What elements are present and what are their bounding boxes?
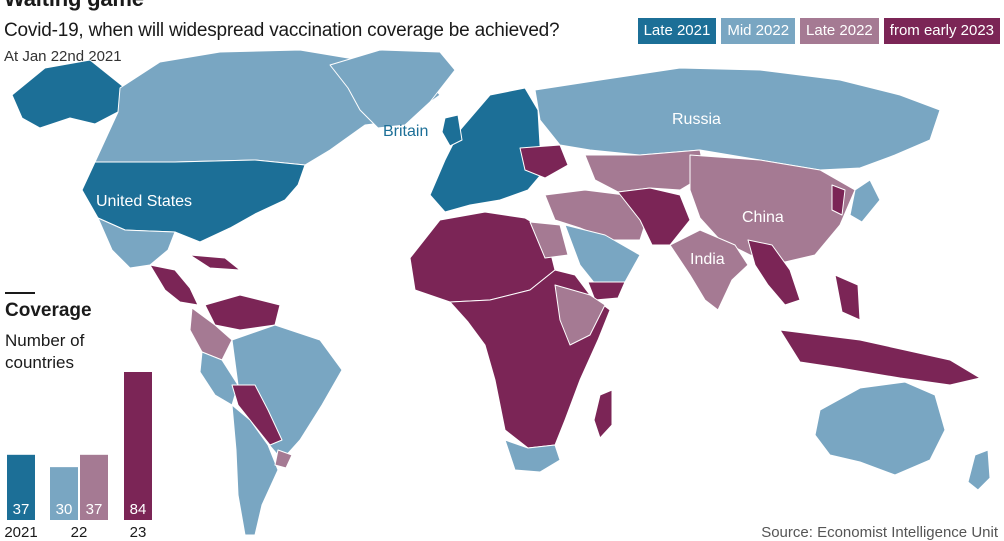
- region-caribbean: [189, 254, 241, 271]
- region-southern-cone: [231, 404, 279, 536]
- coverage-tick-0: 2021: [4, 524, 37, 540]
- region-central-america: [149, 264, 199, 306]
- map-label-britain: Britain: [383, 123, 428, 140]
- region-venezuela: [204, 294, 281, 331]
- coverage-bar-value-1: 30: [56, 501, 73, 518]
- region-egypt: [529, 221, 569, 259]
- region-philippines: [834, 274, 861, 321]
- region-india: [669, 229, 749, 311]
- coverage-bar-chart: 37 30 37 84 2021 22 23: [4, 372, 152, 540]
- region-new-zealand: [967, 449, 991, 491]
- chart-title: Waiting game: [4, 0, 144, 12]
- region-east-africa: [554, 284, 606, 346]
- coverage-bar-3: [124, 372, 152, 520]
- region-russia: [534, 67, 941, 171]
- coverage-tick-2: 23: [130, 524, 147, 540]
- coverage-bar-value-2: 37: [86, 501, 103, 518]
- region-middle-east-north: [544, 189, 649, 241]
- coverage-rule: [5, 292, 35, 294]
- region-se-asia: [747, 239, 801, 306]
- coverage-title: Coverage: [5, 300, 92, 321]
- region-madagascar: [593, 389, 613, 439]
- region-central-asia: [584, 149, 706, 193]
- region-afghanistan-pakistan: [617, 187, 691, 246]
- legend: Late 2021 Mid 2022 Late 2022 from early …: [637, 18, 1000, 44]
- coverage-bar-0: [7, 454, 35, 520]
- region-yemen: [587, 281, 626, 301]
- coverage-tick-1: 22: [71, 524, 88, 540]
- map-label-china: China: [742, 209, 784, 226]
- map-label-india: India: [690, 251, 725, 268]
- source-note: Source: Economist Intelligence Unit: [761, 524, 998, 541]
- date-note: At Jan 22nd 2021: [4, 48, 122, 65]
- legend-item-early-2023: from early 2023: [883, 18, 1000, 44]
- region-south-africa: [504, 439, 561, 473]
- region-indonesia: [779, 329, 981, 386]
- region-peru: [199, 351, 239, 406]
- region-britain: [441, 114, 463, 147]
- coverage-subtitle: Number of countries: [5, 331, 85, 372]
- coverage-bar-1: [50, 467, 78, 520]
- region-ukraine: [519, 144, 569, 179]
- region-bolivia: [231, 384, 283, 446]
- coverage-bar-value-3: 84: [130, 501, 147, 518]
- region-china: [689, 154, 856, 263]
- region-uruguay: [274, 449, 293, 469]
- region-greenland: [329, 49, 456, 129]
- region-australia: [814, 381, 946, 476]
- region-japan: [849, 179, 881, 223]
- map-label-united-states: United States: [96, 193, 192, 210]
- region-mexico: [97, 217, 176, 269]
- legend-item-mid-2022: Mid 2022: [721, 18, 796, 44]
- coverage-bar-value-0: 37: [13, 501, 30, 518]
- map-label-russia: Russia: [672, 111, 721, 128]
- region-alaska: [11, 59, 126, 129]
- legend-item-late-2021: Late 2021: [637, 18, 717, 44]
- coverage-bar-2: [80, 454, 108, 520]
- chart-subtitle: Covid-19, when will widespread vaccinati…: [4, 20, 560, 41]
- region-korea: [831, 184, 846, 216]
- legend-item-late-2022: Late 2022: [800, 18, 879, 44]
